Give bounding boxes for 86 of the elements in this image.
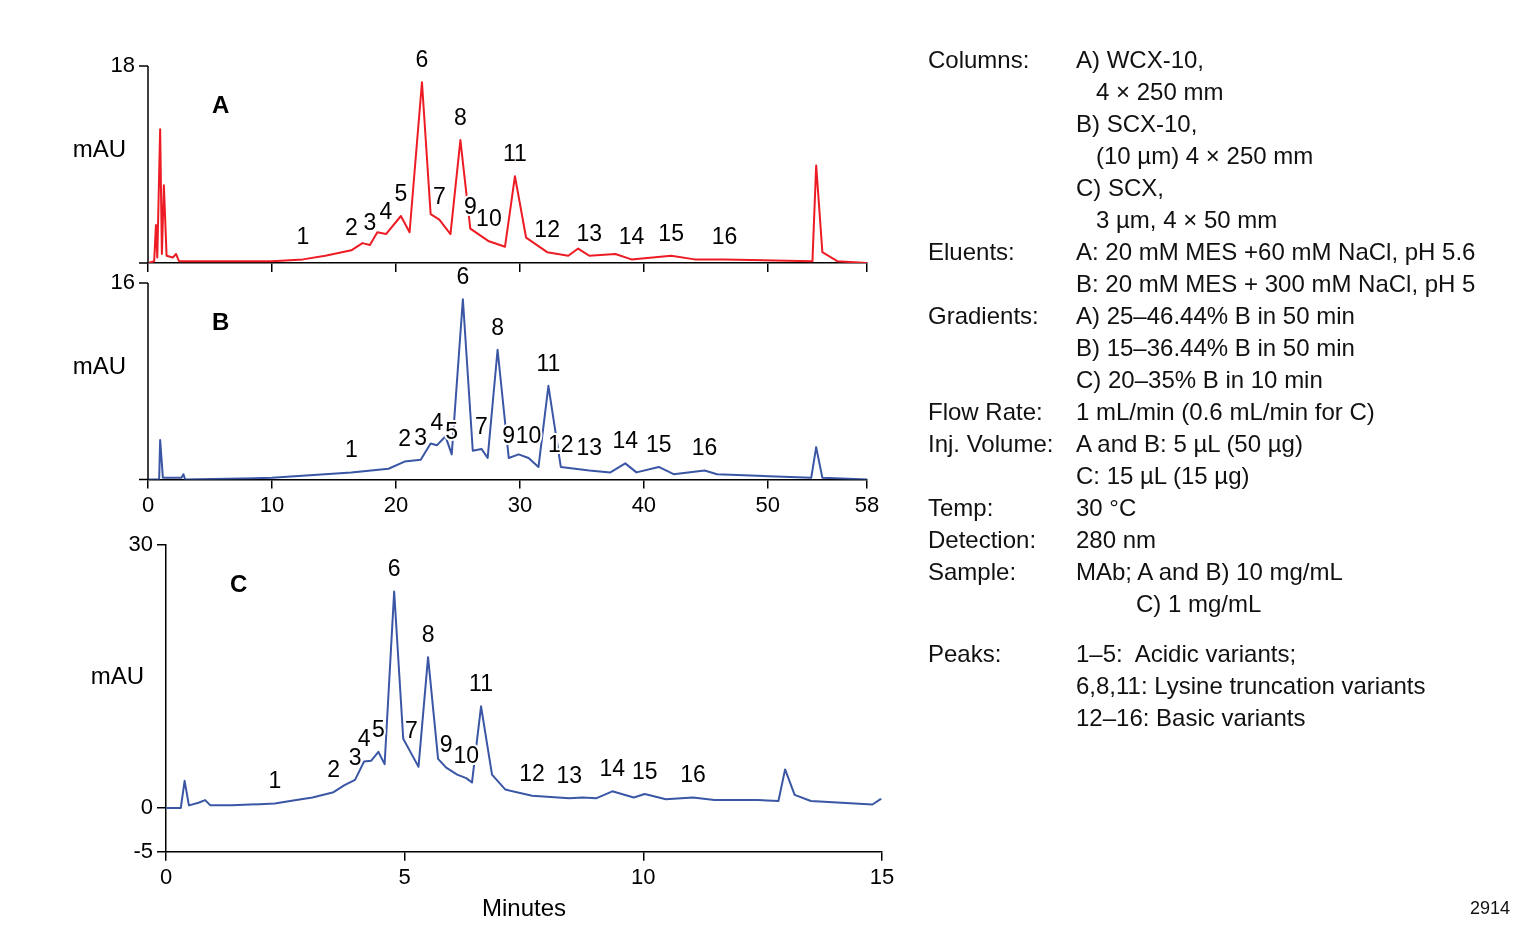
text: Inj. Volume: A and B: 5 µL (50 µg) <box>928 429 1303 459</box>
text: 4 × 250 mm <box>1095 77 1224 107</box>
text: (10 µm) 4 × 250 mm <box>1095 141 1314 171</box>
annotation: 1 <box>344 436 358 463</box>
annotation: 15 <box>658 219 684 246</box>
annotation: 3 <box>363 208 377 235</box>
annotation: 14 <box>618 223 645 250</box>
annotation: 5 <box>394 179 408 206</box>
x-tick-label: 50 <box>755 491 781 517</box>
x-tick-label: 10 <box>631 864 656 890</box>
annotation: 1 <box>268 767 282 794</box>
annotation: 8 <box>421 621 435 648</box>
annotation: 2 <box>327 756 340 783</box>
annotation: 10 <box>476 205 502 232</box>
y-axis-title: mAU <box>72 135 126 163</box>
annotation: 13 <box>556 762 583 789</box>
text: B) 15–36.44% B in 50 min <box>1076 333 1355 363</box>
annotation: 10 <box>515 421 542 448</box>
text: 12–16: Basic variants <box>1076 703 1306 733</box>
annotation: 13 <box>576 434 603 461</box>
y-axis-title: mAU <box>90 661 144 689</box>
annotation: 14 <box>612 427 639 454</box>
annotation: 12 <box>519 759 545 786</box>
x-tick-label: 20 <box>383 491 409 517</box>
annotation: 16 <box>711 223 738 250</box>
annotation: 4 <box>379 197 393 224</box>
annotation: 2 <box>344 214 358 241</box>
annotation: 9 <box>439 731 453 758</box>
annotation: 11 <box>536 349 561 376</box>
text: C) 20–35% B in 10 min <box>1076 365 1323 395</box>
annotation: 7 <box>475 412 488 439</box>
annotation: 4 <box>430 409 444 436</box>
annotation: 15 <box>645 430 672 457</box>
annotation: 15 <box>631 757 658 784</box>
annotation: 12 <box>534 216 560 242</box>
text: 16 <box>110 269 135 295</box>
annotation: 3 <box>348 743 362 770</box>
annotation: A <box>212 90 230 118</box>
x-tick-label: 5 <box>398 864 411 890</box>
text: Columns: A) WCX-10, <box>928 46 1205 73</box>
annotation: 13 <box>576 219 603 246</box>
text: 18 <box>110 52 135 78</box>
annotation: 7 <box>432 183 446 210</box>
text: Gradients: A) 25–46.44% B in 50 min <box>928 302 1355 329</box>
annotation: 8 <box>491 313 504 340</box>
y-tick-label: -5 <box>133 837 153 863</box>
annotation: 6 <box>387 555 401 582</box>
annotation: 11 <box>502 140 527 167</box>
text: 6,8,11: Lysine truncation variants <box>1076 671 1426 701</box>
y-tick-label: 0 <box>140 794 153 820</box>
annotation: 5 <box>372 715 385 742</box>
text: Flow Rate: 1 mL/min (0.6 mL/min for C) <box>928 398 1375 425</box>
text: Eluents: A: 20 mM MES +60 mM NaCl, pH 5.6 <box>928 238 1476 265</box>
annotation: 7 <box>404 717 418 744</box>
annotation: C <box>230 569 248 597</box>
x-tick-label: 30 <box>507 491 533 517</box>
y-axis-title: mAU <box>72 352 126 380</box>
annotation: 8 <box>453 103 467 130</box>
text: 2914 <box>1470 898 1511 919</box>
text: Sample: MAb; A and B) 10 mg/mL <box>928 558 1343 585</box>
text: C: 15 µL (15 µg) <box>1076 461 1250 491</box>
annotation: 16 <box>680 761 706 788</box>
x-tick-label: 58 <box>854 491 880 517</box>
x-tick-label: 10 <box>259 491 285 517</box>
annotation: 3 <box>414 423 428 450</box>
x-tick-label: 0 <box>159 864 173 890</box>
x-tick-label: 15 <box>869 864 895 890</box>
text: 3 µm, 4 × 50 mm <box>1095 205 1278 235</box>
annotation: 6 <box>456 263 470 290</box>
annotation: 11 <box>469 670 493 697</box>
annotation: 16 <box>691 434 718 461</box>
text: B: 20 mM MES + 300 mM NaCl, pH 5 <box>1076 269 1476 299</box>
annotation: 1 <box>296 223 310 250</box>
annotation: B <box>212 307 230 335</box>
x-axis-title: Minutes <box>481 894 567 922</box>
text: Detection: 280 nm <box>928 526 1157 553</box>
x-tick-label: 40 <box>631 491 657 517</box>
annotation: 6 <box>415 46 429 73</box>
annotation: 2 <box>398 425 412 452</box>
text: Temp: 30 °C <box>928 494 1137 521</box>
text: C) 1 mg/mL <box>1135 589 1262 619</box>
text: Peaks: 1–5: Acidic variants; <box>928 640 1297 667</box>
annotation: 14 <box>599 755 626 782</box>
y-tick-label: 30 <box>128 531 153 557</box>
text: B) SCX-10, <box>1076 109 1198 139</box>
text: C) SCX, <box>1076 173 1165 203</box>
